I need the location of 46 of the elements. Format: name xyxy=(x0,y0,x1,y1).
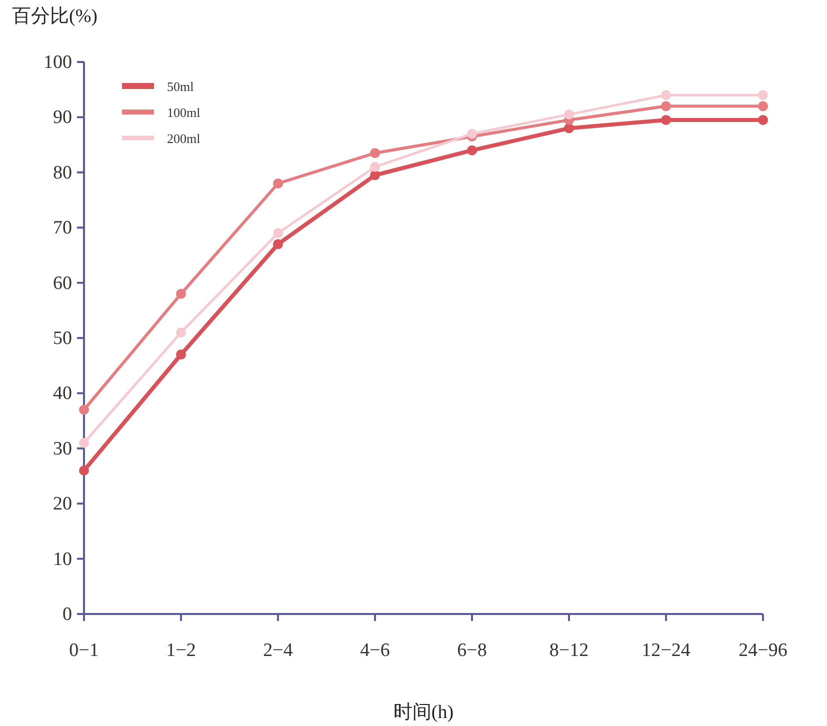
point xyxy=(176,288,186,299)
point xyxy=(79,404,89,415)
point xyxy=(758,114,768,125)
y-tick-label: 90 xyxy=(53,107,72,128)
point xyxy=(79,465,89,476)
y-axis-title: 百分比(%) xyxy=(12,6,98,27)
point xyxy=(370,162,380,172)
y-tick-label: 100 xyxy=(44,52,72,73)
point xyxy=(273,239,283,250)
legend-label: 200ml xyxy=(167,131,201,146)
point xyxy=(370,170,380,180)
y-tick-label: 30 xyxy=(53,438,72,460)
point xyxy=(661,114,671,125)
legend-label: 100ml xyxy=(167,105,201,120)
point xyxy=(176,327,186,338)
x-tick-label: 2−4 xyxy=(263,640,294,661)
x-tick-label: 1−2 xyxy=(166,640,196,661)
y-tick-label: 40 xyxy=(53,383,72,404)
x-tick-label: 0−1 xyxy=(69,640,99,661)
point xyxy=(564,123,574,134)
point xyxy=(273,228,283,238)
point xyxy=(370,148,380,158)
x-tick-label: 4−6 xyxy=(360,640,390,661)
point xyxy=(661,90,671,100)
x-tick-label: 12−24 xyxy=(642,640,691,661)
y-tick-label: 10 xyxy=(53,548,72,570)
point xyxy=(467,145,477,156)
point xyxy=(564,109,574,120)
x-tick-label: 6−8 xyxy=(457,640,487,661)
point xyxy=(273,178,283,188)
x-axis-title: 时间(h) xyxy=(393,702,454,723)
x-tick-label: 8−12 xyxy=(549,640,589,661)
point xyxy=(661,101,671,112)
point xyxy=(758,101,768,112)
y-tick-label: 70 xyxy=(53,218,72,239)
point xyxy=(758,90,768,100)
y-tick-label: 0 xyxy=(62,604,72,625)
y-tick-label: 50 xyxy=(53,328,72,349)
point xyxy=(176,350,186,360)
y-tick-label: 80 xyxy=(53,162,72,184)
y-tick-label: 20 xyxy=(53,494,72,515)
legend-label: 50ml xyxy=(167,79,194,94)
point xyxy=(467,128,477,139)
point xyxy=(79,438,89,448)
y-tick-label: 60 xyxy=(53,272,72,294)
x-tick-label: 24−96 xyxy=(738,640,788,661)
